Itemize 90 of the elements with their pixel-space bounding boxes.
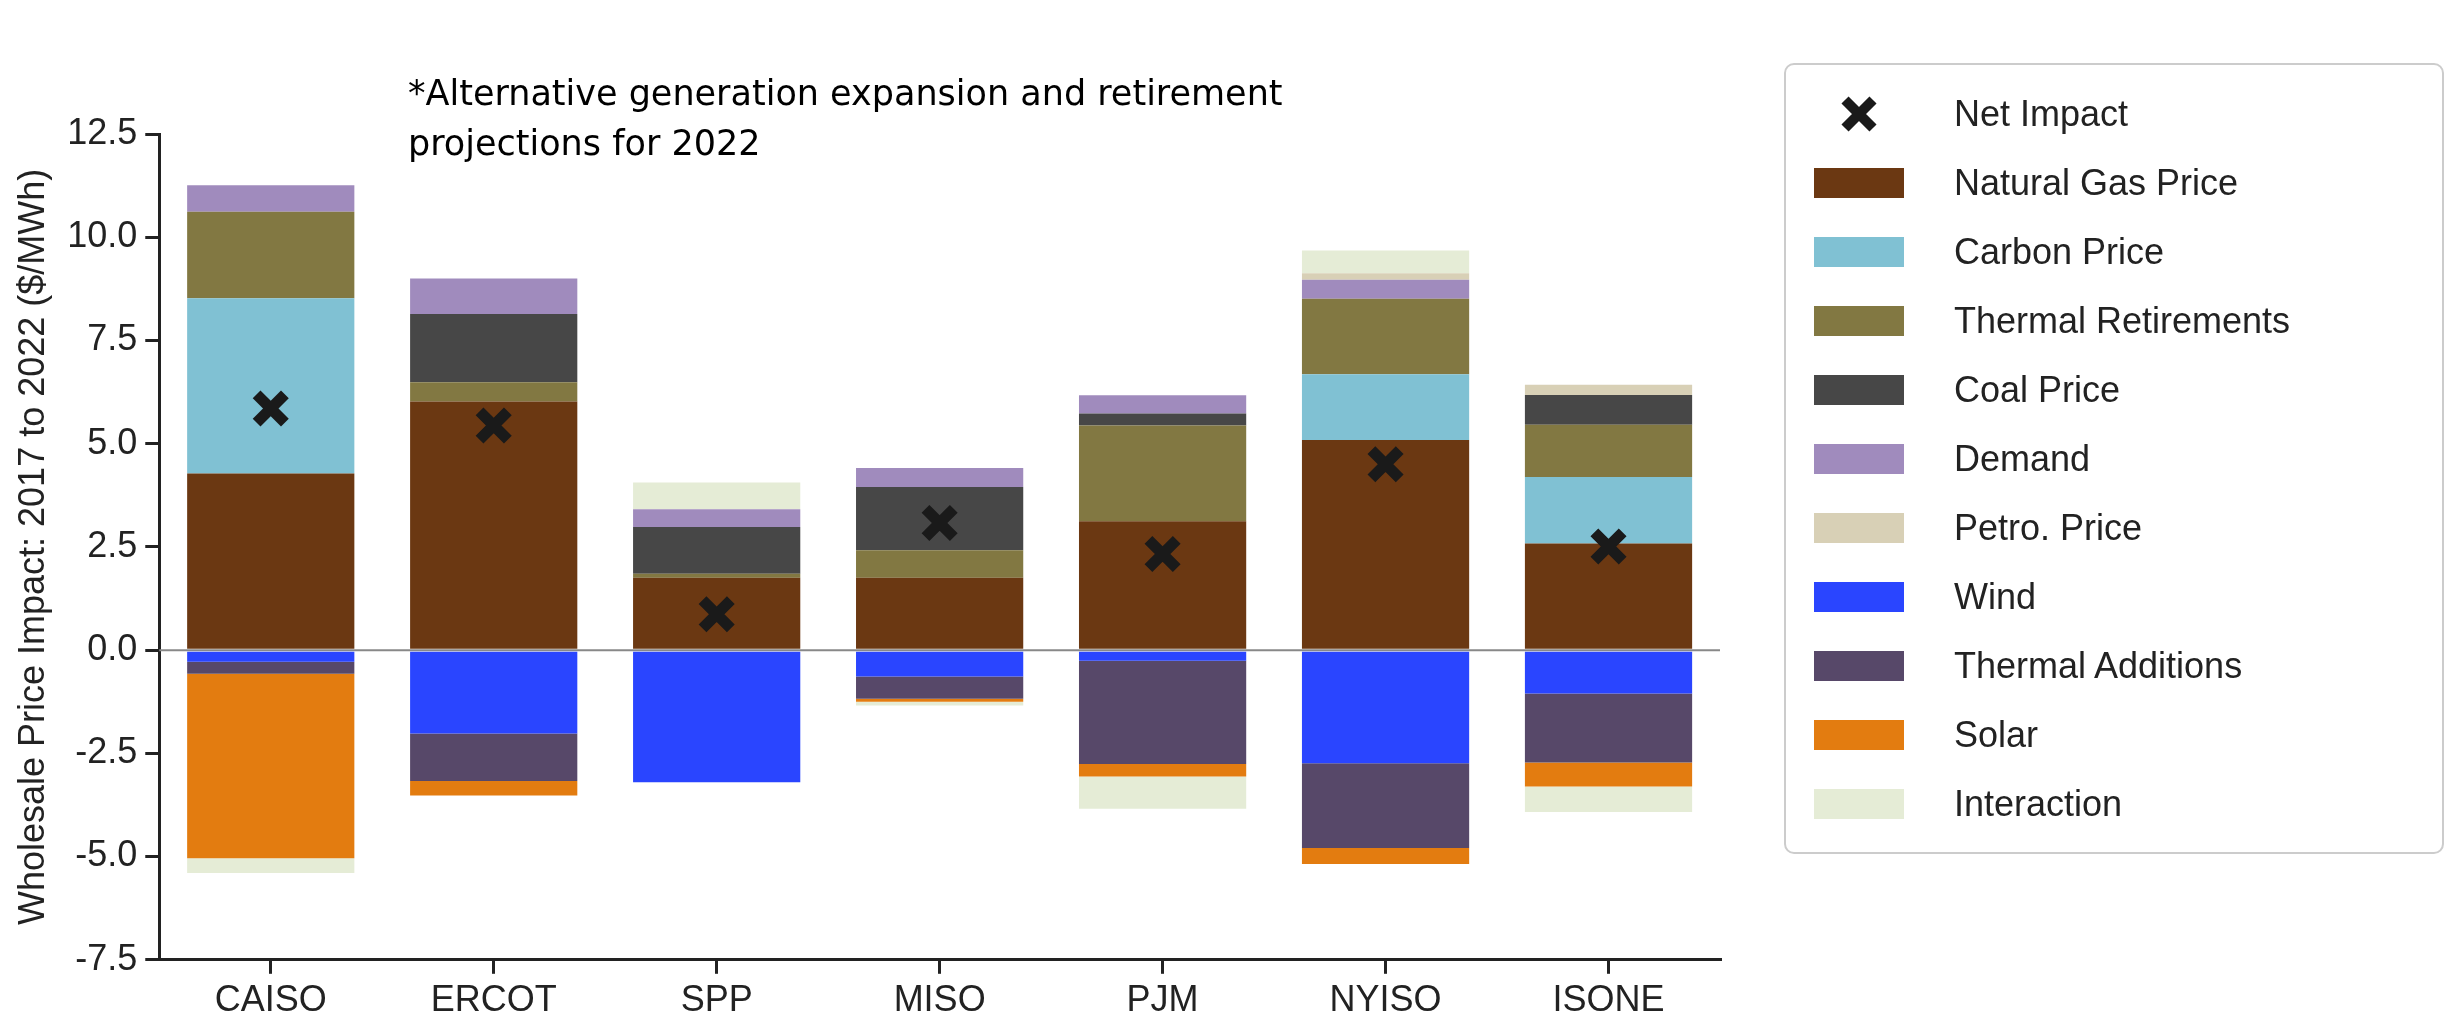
bar	[1078, 651, 1247, 661]
bar	[1301, 273, 1470, 280]
bar	[1301, 250, 1470, 274]
y-axis-title: Wholesale Price Impact: 2017 to 2022 ($/MWh)	[10, 168, 52, 926]
y-tick-label: 10.0	[67, 214, 138, 256]
point	[919, 503, 960, 543]
bar	[1301, 374, 1470, 440]
y-tick-label: -2.5	[75, 730, 138, 772]
bar	[1301, 439, 1470, 649]
legend-label: Solar	[1954, 713, 2039, 756]
bar	[1301, 279, 1470, 299]
y-tick-label: 2.5	[87, 523, 138, 565]
bar	[633, 651, 801, 783]
x-tick-label: ERCOT	[430, 978, 557, 1020]
bar	[410, 314, 578, 383]
bar	[1301, 763, 1470, 848]
legend-label: Wind	[1954, 575, 2037, 618]
bar	[856, 577, 1024, 649]
legend-label: Coal Price	[1954, 368, 2121, 411]
bar	[187, 211, 355, 299]
bar	[1524, 762, 1693, 787]
bar	[1524, 543, 1693, 649]
bar	[1524, 693, 1693, 763]
legend-label: Carbon Price	[1954, 230, 2165, 273]
bar	[633, 482, 801, 510]
bar	[1078, 395, 1247, 414]
bar	[633, 573, 801, 578]
bar	[1524, 651, 1693, 694]
bar	[187, 673, 355, 859]
bar	[1301, 298, 1470, 375]
bar	[633, 577, 801, 649]
y-tick-label: 12.5	[67, 110, 138, 152]
legend-label: Thermal Retirements	[1954, 299, 2291, 342]
bar	[187, 651, 355, 662]
bar	[410, 278, 578, 315]
x-tick-label: SPP	[680, 978, 753, 1020]
bar	[1301, 847, 1470, 865]
bar	[187, 298, 355, 474]
bar	[856, 550, 1024, 578]
bar	[410, 651, 578, 734]
bar	[1078, 425, 1247, 522]
legend-label: Natural Gas Price	[1954, 161, 2239, 204]
annotation: *Alternative generation expansion and retirement projections for 2022	[408, 72, 1284, 165]
bar	[856, 698, 1024, 702]
y-tick-label: 5.0	[87, 420, 138, 462]
y-tick-label: 7.5	[87, 317, 138, 359]
bar	[856, 651, 1024, 677]
point	[1142, 534, 1183, 574]
bar	[1078, 521, 1247, 649]
point	[251, 388, 291, 429]
bar	[187, 661, 355, 674]
bar	[187, 473, 355, 649]
bar	[1524, 477, 1693, 544]
x-tick-label: ISONE	[1552, 978, 1665, 1020]
legend-label: Interaction	[1954, 782, 2123, 825]
bar	[410, 401, 578, 649]
bar	[410, 382, 578, 402]
point	[1588, 526, 1629, 567]
y-tick-label: -7.5	[75, 936, 138, 978]
y-tick-label: 0.0	[87, 627, 138, 669]
bar	[187, 185, 355, 212]
bar	[410, 781, 578, 796]
bar	[1524, 394, 1693, 425]
point	[697, 594, 737, 634]
bar	[633, 509, 801, 528]
bar	[1524, 384, 1693, 395]
y-tick-label: -5.0	[75, 833, 138, 875]
bar	[187, 858, 355, 874]
point	[474, 405, 514, 446]
bar	[856, 676, 1024, 699]
x-tick-label: MISO	[893, 978, 986, 1020]
legend-label: Petro. Price	[1954, 506, 2143, 549]
bar	[1078, 413, 1247, 426]
bar	[1524, 786, 1693, 812]
bar	[856, 468, 1024, 488]
bar	[1078, 776, 1247, 809]
bar	[856, 487, 1024, 551]
legend-label: Demand	[1954, 437, 2091, 480]
point	[1365, 444, 1406, 484]
x-tick-label: NYISO	[1329, 978, 1442, 1020]
bar	[1078, 764, 1247, 777]
x-tick-label: PJM	[1126, 978, 1199, 1020]
x-tick-label: CAISO	[214, 978, 327, 1020]
bar	[410, 733, 578, 782]
legend-label: Net Impact	[1954, 92, 2129, 135]
bar	[1301, 651, 1470, 764]
bar	[1524, 424, 1693, 478]
bar	[1078, 660, 1247, 765]
legend-label: Thermal Additions	[1954, 644, 2243, 687]
bar	[633, 527, 801, 574]
